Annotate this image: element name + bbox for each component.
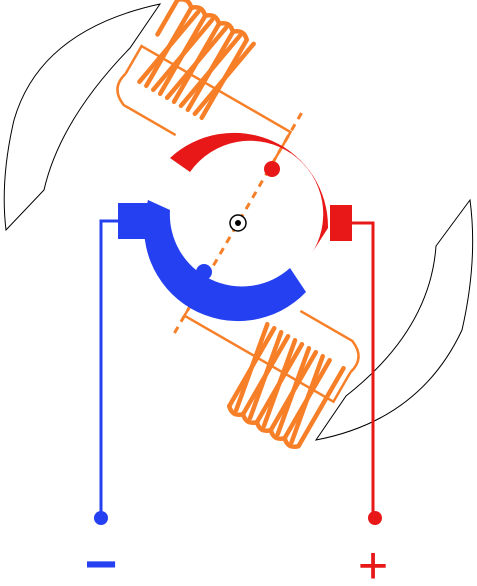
stator-pole-left <box>3 3 162 232</box>
commutator-segment-positive <box>170 132 329 256</box>
brush-negative <box>118 203 148 239</box>
stator-frame <box>3 3 474 441</box>
commutator-segment-negative <box>144 200 306 322</box>
segment-contact-red <box>264 161 280 177</box>
negative-symbol: − <box>85 532 118 586</box>
axle-dot-icon <box>229 214 247 232</box>
lead-negative <box>99 219 118 518</box>
lead-positive <box>352 221 375 518</box>
field-coil-right <box>182 278 360 450</box>
positive-symbol: + <box>358 537 388 586</box>
segment-contact-blue <box>196 264 212 280</box>
commutator <box>144 132 329 322</box>
terminal-positive <box>368 511 382 525</box>
brush-positive <box>330 205 352 241</box>
stator-pole-right <box>314 198 474 441</box>
terminal-negative <box>94 511 108 525</box>
